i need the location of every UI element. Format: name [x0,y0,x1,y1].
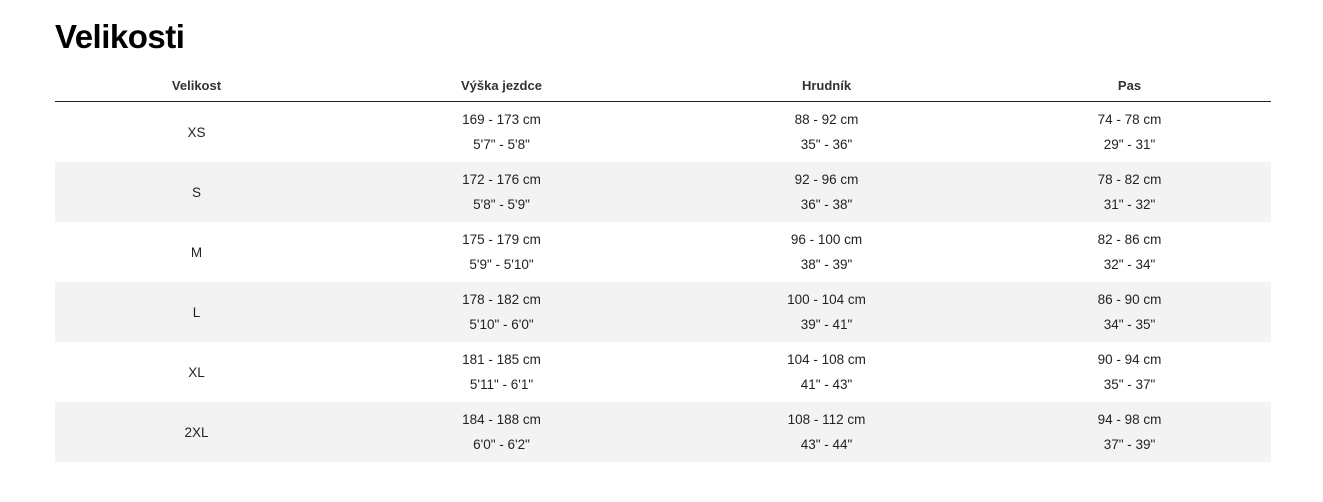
size-cell: L [55,282,338,342]
metric-value: 88 - 92 cm [794,112,859,127]
metric-value: 82 - 86 cm [1097,232,1162,247]
size-value: XS [187,124,206,140]
metric-value: 96 - 100 cm [790,232,863,247]
imperial-value: 5'9" - 5'10" [469,257,534,272]
imperial-value: 36" - 38" [800,197,853,212]
imperial-value: 5'8" - 5'9" [473,197,530,212]
imperial-value: 6'0" - 6'2" [473,437,530,452]
metric-value: 184 - 188 cm [462,412,541,427]
imperial-value: 39" - 41" [800,317,853,332]
size-cell: 2XL [55,402,338,462]
size-value: XL [188,364,205,380]
metric-value: 100 - 104 cm [787,292,866,307]
size-value: S [191,184,201,200]
height-cell: 172 - 176 cm 5'8" - 5'9" [338,162,665,222]
metric-value: 175 - 179 cm [462,232,541,247]
imperial-value: 38" - 39" [800,257,853,272]
waist-cell: 86 - 90 cm 34" - 35" [988,282,1271,342]
size-value: 2XL [184,424,209,440]
waist-cell: 78 - 82 cm 31" - 32" [988,162,1271,222]
metric-value: 104 - 108 cm [787,352,866,367]
page-title: Velikosti [55,18,185,55]
size-cell: XL [55,342,338,402]
size-cell: M [55,222,338,282]
chest-cell: 104 - 108 cm 41" - 43" [665,342,988,402]
size-table: Velikost Výška jezdce Hrudník Pas XS 169 … [55,70,1271,462]
chest-cell: 108 - 112 cm 43" - 44" [665,402,988,462]
table-row: XS 169 - 173 cm 5'7" - 5'8" 88 - 92 cm 35" -… [55,102,1271,163]
header-waist: Pas [988,70,1271,102]
metric-value: 172 - 176 cm [462,172,541,187]
table-row: M 175 - 179 cm 5'9" - 5'10" 96 - 100 cm 38" … [55,222,1271,282]
height-cell: 169 - 173 cm 5'7" - 5'8" [338,102,665,163]
imperial-value: 5'7" - 5'8" [473,137,530,152]
imperial-value: 35" - 37" [1103,377,1156,392]
imperial-value: 43" - 44" [800,437,853,452]
waist-cell: 74 - 78 cm 29" - 31" [988,102,1271,163]
metric-value: 90 - 94 cm [1097,352,1162,367]
chest-cell: 96 - 100 cm 38" - 39" [665,222,988,282]
metric-value: 78 - 82 cm [1097,172,1162,187]
header-chest: Hrudník [665,70,988,102]
chest-cell: 100 - 104 cm 39" - 41" [665,282,988,342]
height-cell: 181 - 185 cm 5'11" - 6'1" [338,342,665,402]
metric-value: 178 - 182 cm [462,292,541,307]
imperial-value: 41" - 43" [800,377,853,392]
size-value: M [190,244,203,260]
table-row: S 172 - 176 cm 5'8" - 5'9" 92 - 96 cm 36" - … [55,162,1271,222]
metric-value: 86 - 90 cm [1097,292,1162,307]
table-header-row: Velikost Výška jezdce Hrudník Pas [55,70,1271,102]
waist-cell: 90 - 94 cm 35" - 37" [988,342,1271,402]
metric-value: 181 - 185 cm [462,352,541,367]
height-cell: 178 - 182 cm 5'10" - 6'0" [338,282,665,342]
waist-cell: 94 - 98 cm 37" - 39" [988,402,1271,462]
metric-value: 74 - 78 cm [1097,112,1162,127]
metric-value: 94 - 98 cm [1097,412,1162,427]
imperial-value: 32" - 34" [1103,257,1156,272]
size-cell: XS [55,102,338,163]
imperial-value: 29" - 31" [1103,137,1156,152]
waist-cell: 82 - 86 cm 32" - 34" [988,222,1271,282]
height-cell: 184 - 188 cm 6'0" - 6'2" [338,402,665,462]
table-row: XL 181 - 185 cm 5'11" - 6'1" 104 - 108 cm 41… [55,342,1271,402]
table-row: L 178 - 182 cm 5'10" - 6'0" 100 - 104 cm 39"… [55,282,1271,342]
header-rider-height: Výška jezdce [338,70,665,102]
table-row: 2XL 184 - 188 cm 6'0" - 6'2" 108 - 112 cm 43… [55,402,1271,462]
imperial-value: 35" - 36" [800,137,853,152]
metric-value: 92 - 96 cm [794,172,859,187]
imperial-value: 5'10" - 6'0" [469,317,534,332]
metric-value: 169 - 173 cm [462,112,541,127]
imperial-value: 5'11" - 6'1" [469,377,534,392]
imperial-value: 31" - 32" [1103,197,1156,212]
imperial-value: 37" - 39" [1103,437,1156,452]
chest-cell: 88 - 92 cm 35" - 36" [665,102,988,163]
imperial-value: 34" - 35" [1103,317,1156,332]
chest-cell: 92 - 96 cm 36" - 38" [665,162,988,222]
size-cell: S [55,162,338,222]
metric-value: 108 - 112 cm [787,412,866,427]
height-cell: 175 - 179 cm 5'9" - 5'10" [338,222,665,282]
header-size: Velikost [55,70,338,102]
size-value: L [192,304,201,320]
